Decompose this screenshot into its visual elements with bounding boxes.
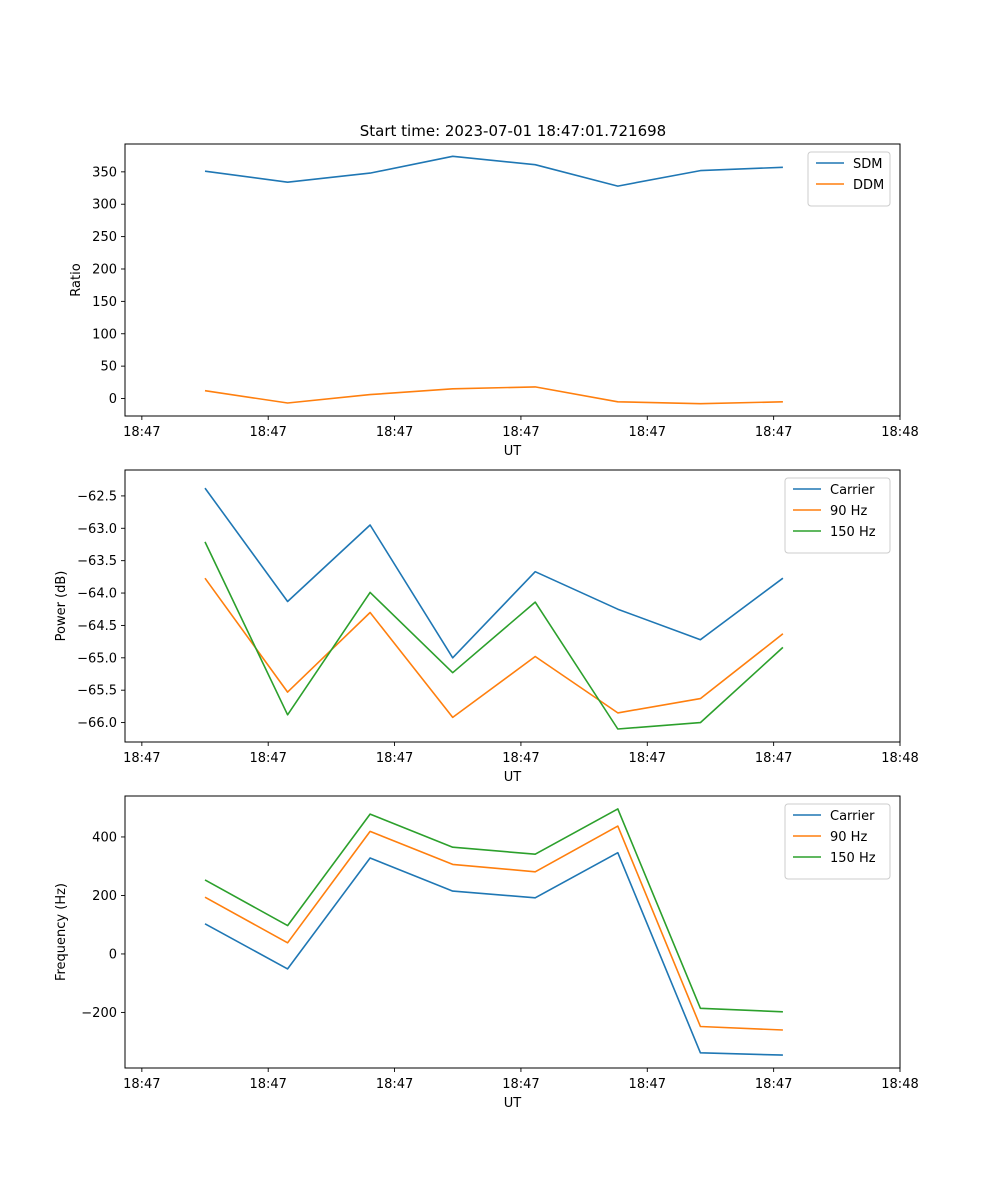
panel-1: 18:47 18:47 18:47 18:47 18:47 18:47 18:48 0 50 10… bbox=[69, 143, 919, 459]
x-tick-label: 18:47 bbox=[755, 751, 792, 766]
y-tick-label: 300 bbox=[92, 198, 117, 213]
legend-box bbox=[807, 151, 891, 207]
legend-label: Carrier bbox=[830, 809, 875, 824]
axes-frame bbox=[124, 143, 901, 417]
legend-box bbox=[784, 477, 891, 554]
series-line-ddm bbox=[204, 386, 783, 405]
legend-label: DDM bbox=[853, 178, 884, 193]
y-axis-label: Frequency (Hz) bbox=[54, 883, 69, 981]
x-tick-label: 18:47 bbox=[376, 751, 413, 766]
axes-frame bbox=[124, 469, 901, 743]
x-axis-label: UT bbox=[504, 770, 522, 785]
legend-label: Carrier bbox=[830, 483, 875, 498]
series-line-150-hz bbox=[204, 808, 783, 1013]
legend-label: 150 Hz bbox=[830, 851, 876, 866]
x-tick-label: 18:47 bbox=[249, 751, 286, 766]
panel-3: 18:47 18:47 18:47 18:47 18:47 18:47 18:48 −200 0… bbox=[54, 795, 919, 1111]
x-tick-label: 18:47 bbox=[629, 425, 666, 440]
x-tick-label: 18:48 bbox=[881, 425, 918, 440]
x-tick-label: 18:47 bbox=[123, 425, 160, 440]
y-axis-label: Power (dB) bbox=[54, 571, 69, 642]
y-tick-label: 400 bbox=[92, 830, 117, 845]
figure-title: Start time: 2023-07-01 18:47:01.721698 bbox=[360, 122, 666, 140]
x-tick-label: 18:47 bbox=[249, 425, 286, 440]
legend-box bbox=[784, 803, 891, 880]
legend-label: 90 Hz bbox=[830, 504, 867, 519]
y-tick-label: −63.0 bbox=[77, 522, 117, 537]
y-tick-label: 200 bbox=[92, 262, 117, 277]
y-tick-label: 350 bbox=[92, 165, 117, 180]
y-tick-label: 0 bbox=[109, 947, 117, 962]
y-tick-label: −63.5 bbox=[77, 554, 117, 569]
legend-label: 90 Hz bbox=[830, 830, 867, 845]
legend-label: 150 Hz bbox=[830, 525, 876, 540]
series-line-90-hz bbox=[204, 577, 784, 719]
series-line-150-hz bbox=[204, 541, 784, 730]
x-tick-label: 18:47 bbox=[629, 1077, 666, 1092]
legend: SDM DDM bbox=[807, 151, 891, 207]
y-tick-label: 250 bbox=[92, 230, 117, 245]
x-tick-label: 18:47 bbox=[123, 751, 160, 766]
y-tick-label: −65.0 bbox=[77, 651, 117, 666]
series-line-carrier bbox=[204, 851, 783, 1056]
x-tick-label: 18:47 bbox=[502, 425, 539, 440]
y-tick-label: −62.5 bbox=[77, 489, 117, 504]
y-tick-label: 0 bbox=[109, 392, 117, 407]
series-line-sdm bbox=[204, 155, 783, 187]
y-tick-label: 200 bbox=[92, 889, 117, 904]
y-tick-label: −200 bbox=[81, 1006, 117, 1021]
legend-label: SDM bbox=[853, 157, 882, 172]
x-tick-label: 18:47 bbox=[502, 1077, 539, 1092]
legend: Carrier 90 Hz 150 Hz bbox=[784, 803, 891, 880]
y-tick-label: −65.5 bbox=[77, 684, 117, 699]
x-tick-label: 18:47 bbox=[376, 425, 413, 440]
series-line-90-hz bbox=[204, 825, 783, 1031]
y-tick-label: 150 bbox=[92, 295, 117, 310]
x-tick-label: 18:47 bbox=[755, 425, 792, 440]
x-tick-label: 18:47 bbox=[123, 1077, 160, 1092]
series-line-carrier bbox=[204, 487, 784, 659]
x-tick-label: 18:48 bbox=[881, 751, 918, 766]
y-tick-label: 50 bbox=[100, 360, 117, 375]
x-axis-label: UT bbox=[504, 444, 522, 459]
y-tick-label: −64.5 bbox=[77, 619, 117, 634]
y-tick-label: −66.0 bbox=[77, 716, 117, 731]
y-axis-label: Ratio bbox=[69, 263, 84, 296]
x-tick-label: 18:47 bbox=[376, 1077, 413, 1092]
axes-frame bbox=[124, 795, 901, 1069]
x-tick-label: 18:47 bbox=[249, 1077, 286, 1092]
y-tick-label: −64.0 bbox=[77, 587, 117, 602]
y-tick-label: 100 bbox=[92, 327, 117, 342]
legend: Carrier 90 Hz 150 Hz bbox=[784, 477, 891, 554]
x-tick-label: 18:48 bbox=[881, 1077, 918, 1092]
x-tick-label: 18:47 bbox=[629, 751, 666, 766]
x-tick-label: 18:47 bbox=[755, 1077, 792, 1092]
x-axis-label: UT bbox=[504, 1096, 522, 1111]
panel-2: 18:47 18:47 18:47 18:47 18:47 18:47 18:48 −66.0… bbox=[54, 469, 919, 785]
x-tick-label: 18:47 bbox=[502, 751, 539, 766]
